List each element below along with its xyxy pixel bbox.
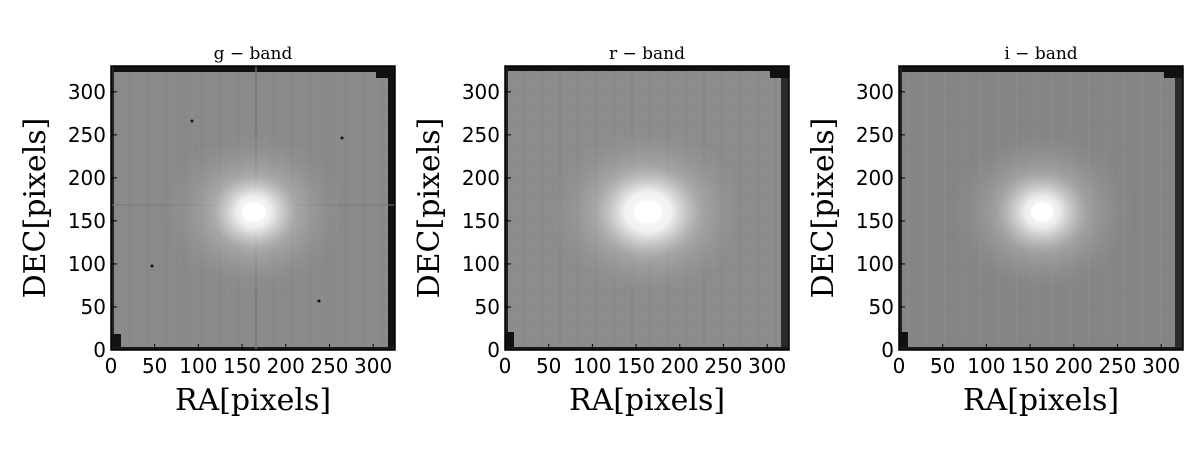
y-tick-label: 200: [856, 166, 894, 190]
y-axis-label: DEC[pixels]: [412, 118, 447, 299]
x-tick-label: 250: [310, 354, 348, 378]
y-tick-label: 250: [68, 123, 106, 147]
x-tick-label: 250: [704, 354, 742, 378]
galaxy-core: [1031, 202, 1053, 222]
x-axis-label: RA[pixels]: [963, 383, 1119, 418]
image-g-band: [111, 66, 395, 350]
frame-edge-bottom: [899, 347, 1183, 350]
x-tick-label: 300: [354, 354, 392, 378]
image-r-band: [505, 66, 789, 350]
y-tick-label: 300: [462, 80, 500, 104]
panel-title: g − band: [214, 44, 293, 64]
y-axis-label: DEC[pixels]: [806, 118, 841, 299]
x-tick-label: 100: [179, 354, 217, 378]
y-tick-label: 150: [462, 209, 500, 233]
frame-edge-bottom: [111, 347, 395, 350]
x-tick-label: 0: [893, 354, 906, 378]
y-tick-label: 300: [856, 80, 894, 104]
y-tick-label: 50: [869, 295, 894, 319]
y-tick-label: 50: [475, 295, 500, 319]
speck: [340, 136, 344, 140]
frame-edge-left: [111, 66, 114, 350]
image-i-band: [899, 66, 1183, 350]
frame-edge-top: [505, 66, 789, 71]
frame-corner-tr: [1164, 66, 1183, 78]
x-tick-label: 200: [1055, 354, 1093, 378]
y-axis: 0 50 100 150 200 250 300: [856, 80, 905, 362]
frame-edge-left: [899, 66, 902, 350]
speck: [317, 299, 321, 303]
x-tick-label: 200: [267, 354, 305, 378]
y-tick-label: 150: [856, 209, 894, 233]
frame-edge-right: [781, 66, 789, 350]
y-tick-label: 0: [487, 338, 500, 362]
x-tick-label: 150: [617, 354, 655, 378]
y-tick-label: 100: [68, 252, 106, 276]
frame-corner-tr: [770, 66, 789, 78]
frame-corner-bl: [111, 334, 121, 350]
y-tick-label: 300: [68, 80, 106, 104]
y-tick-label: 100: [462, 252, 500, 276]
x-tick-label: 150: [1011, 354, 1049, 378]
x-tick-label: 100: [967, 354, 1005, 378]
x-tick-label: 50: [930, 354, 955, 378]
galaxy-core: [634, 201, 662, 223]
frame-edge-left: [505, 66, 508, 350]
y-axis-label: DEC[pixels]: [18, 118, 53, 299]
x-tick-label: 0: [105, 354, 118, 378]
x-axis: 0 50 100 150 200 250 300: [105, 344, 392, 378]
speck: [150, 264, 154, 268]
x-axis-label: RA[pixels]: [175, 383, 331, 418]
y-tick-label: 250: [462, 123, 500, 147]
x-tick-label: 150: [223, 354, 261, 378]
speck: [190, 119, 194, 123]
y-tick-label: 0: [93, 338, 106, 362]
y-tick-label: 250: [856, 123, 894, 147]
frame-corner-tr: [376, 66, 395, 78]
x-tick-label: 300: [748, 354, 786, 378]
x-tick-label: 50: [536, 354, 561, 378]
x-tick-label: 300: [1142, 354, 1180, 378]
frame-edge-top: [899, 66, 1183, 72]
image-frame: [504, 65, 790, 351]
image-frame: [898, 65, 1184, 351]
y-tick-label: 50: [81, 295, 106, 319]
y-tick-label: 200: [462, 166, 500, 190]
x-tick-label: 200: [661, 354, 699, 378]
x-axis: 0 50 100 150 200 250 300: [499, 344, 786, 378]
y-axis: 0 50 100 150 200 250 300: [68, 80, 117, 362]
panel-title: r − band: [609, 44, 685, 64]
frame-edge-right: [1175, 66, 1183, 350]
x-tick-label: 0: [499, 354, 512, 378]
frame-edge-right: [388, 66, 395, 350]
x-tick-label: 100: [573, 354, 611, 378]
x-tick-label: 50: [142, 354, 167, 378]
frame-corner-bl: [899, 332, 908, 350]
galaxy-core: [242, 202, 266, 222]
y-tick-label: 200: [68, 166, 106, 190]
panel-title: i − band: [1004, 44, 1077, 64]
x-axis-label: RA[pixels]: [569, 383, 725, 418]
y-tick-label: 100: [856, 252, 894, 276]
y-tick-label: 150: [68, 209, 106, 233]
y-axis: 0 50 100 150 200 250 300: [462, 80, 511, 362]
y-tick-label: 0: [881, 338, 894, 362]
frame-edge-bottom: [505, 347, 789, 350]
image-frame: [110, 65, 396, 351]
x-axis: 0 50 100 150 200 250 300: [893, 344, 1180, 378]
frame-edge-top: [111, 66, 395, 72]
frame-corner-bl: [505, 332, 514, 350]
x-tick-label: 250: [1098, 354, 1136, 378]
